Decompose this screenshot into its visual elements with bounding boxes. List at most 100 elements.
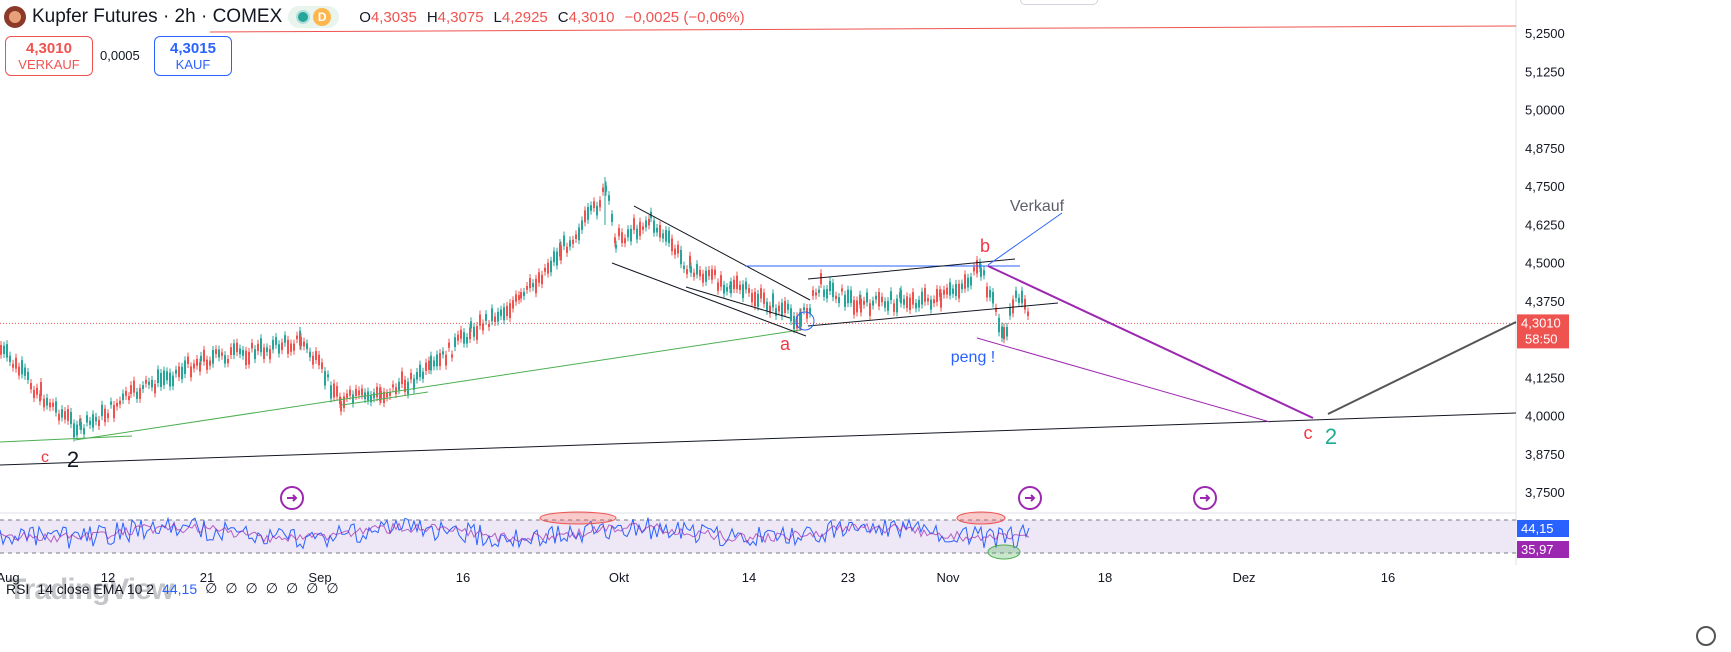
x-tick-label: Okt	[609, 570, 630, 585]
settings-gear-icon[interactable]	[1696, 626, 1716, 646]
symbol-title[interactable]: Kupfer Futures · 2h · COMEX	[32, 6, 283, 27]
candle-body	[113, 404, 115, 419]
candle-body	[422, 371, 424, 379]
top-toolbar-handle[interactable]	[1020, 0, 1098, 5]
y-tick-label: 5,0000	[1525, 103, 1565, 118]
candle-body	[128, 396, 130, 401]
candle-body	[248, 351, 250, 365]
candle-body	[989, 289, 991, 298]
candle-body	[556, 251, 558, 266]
wave-label: c	[1304, 423, 1313, 443]
candle-body	[445, 354, 447, 366]
candle-body	[386, 393, 388, 398]
candle-body	[266, 347, 268, 352]
candle-body	[560, 245, 562, 261]
candle-body	[76, 424, 78, 436]
candle-body	[346, 393, 348, 398]
candle-body	[209, 360, 211, 366]
candle-body	[439, 353, 441, 367]
support-line-1	[0, 435, 133, 443]
candle-body	[884, 301, 886, 308]
candle-body	[212, 349, 214, 364]
candle-body	[696, 264, 698, 275]
candle-body	[73, 423, 75, 438]
candle-body	[457, 334, 459, 341]
y-tick-label: 3,7500	[1525, 485, 1565, 500]
candle-body	[98, 419, 100, 427]
candle-body	[245, 350, 247, 366]
candle-body	[575, 234, 577, 240]
triangle-upper	[807, 258, 1016, 280]
candle-body	[413, 378, 415, 390]
candle-body	[218, 349, 220, 358]
candle-body	[451, 354, 453, 358]
rsi-axis-label: 44,15	[1521, 521, 1554, 536]
candle-body	[949, 282, 951, 296]
x-tick-label: 12	[101, 570, 115, 585]
buy-button[interactable]: 4,3015 KAUF	[154, 36, 232, 76]
candle-body	[485, 314, 487, 321]
candle-body	[509, 303, 511, 319]
candle-body	[491, 308, 493, 322]
projection-line	[1327, 321, 1517, 415]
candle-body	[847, 289, 849, 304]
candle-body	[95, 416, 97, 422]
candle-body	[714, 269, 716, 276]
candle-body	[838, 297, 840, 304]
candle-body	[476, 326, 478, 340]
candle-body	[826, 288, 828, 299]
x-tick-label: 16	[1381, 570, 1395, 585]
candle-body	[671, 238, 673, 252]
candle-body	[479, 314, 481, 326]
wave-label: peng !	[951, 349, 995, 366]
candle-body	[6, 344, 8, 358]
candle-body	[856, 300, 858, 313]
candle-body	[648, 218, 650, 226]
rsi-label[interactable]: RSI	[6, 580, 30, 597]
candle-body	[569, 240, 571, 247]
candle-body	[995, 307, 997, 312]
candle-body	[781, 302, 783, 317]
candle-body	[392, 384, 394, 388]
candle-body	[33, 389, 35, 399]
candle-body	[239, 348, 241, 355]
candle-body	[711, 269, 713, 280]
x-tick-label: 23	[841, 570, 855, 585]
candle-body	[227, 358, 229, 364]
candle-body	[875, 295, 877, 300]
rsi-na-2: ∅	[245, 580, 258, 596]
candle-body	[611, 214, 613, 222]
candle-body	[401, 371, 403, 384]
candle-body	[659, 225, 661, 238]
candle-body	[815, 292, 817, 296]
candle-body	[395, 387, 397, 395]
candle-body	[309, 351, 311, 358]
candle-body	[178, 366, 180, 378]
candle-body	[200, 355, 202, 362]
candle-body	[952, 288, 954, 294]
candle-body	[125, 390, 127, 396]
sell-button[interactable]: 4,3010 VERKAUF	[5, 36, 93, 76]
candle-body	[321, 362, 323, 370]
buy-label: KAUF	[175, 57, 211, 72]
candle-body	[677, 244, 679, 254]
market-status-pill[interactable]: D	[288, 6, 340, 28]
candle-body	[733, 279, 735, 290]
candle-body	[306, 343, 308, 350]
candle-body	[470, 321, 472, 329]
candle-body	[70, 411, 72, 425]
rsi-value: 44,15	[162, 580, 198, 597]
candle-body	[407, 381, 409, 395]
candle-body	[136, 391, 138, 399]
rsi-value-box	[1517, 520, 1569, 537]
candle-body	[924, 288, 926, 302]
candle-body	[621, 232, 623, 244]
candle-body	[257, 343, 259, 351]
candle-body	[21, 360, 23, 375]
candle-body	[553, 251, 555, 263]
candle-body	[850, 290, 852, 304]
x-tick-label: Sep	[308, 570, 331, 585]
candle-body	[778, 305, 780, 312]
candle-body	[915, 303, 917, 309]
